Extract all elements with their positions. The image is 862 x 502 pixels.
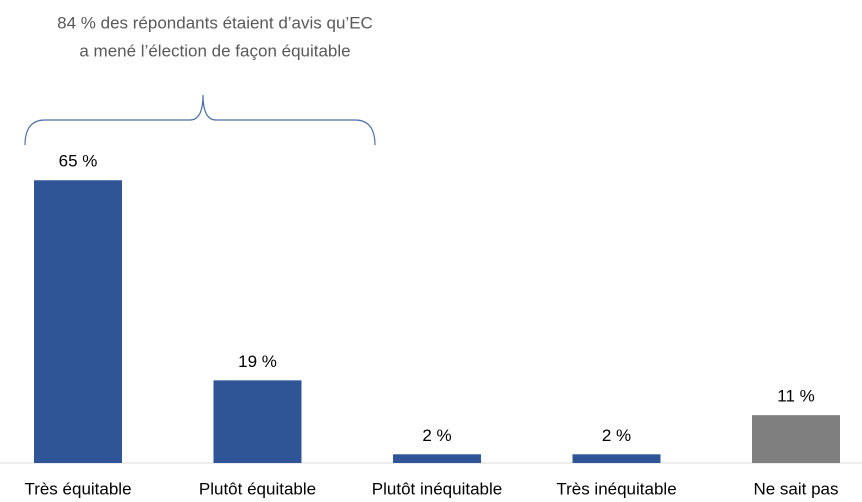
annotation: a mené l’élection de façon équitable [79,41,350,60]
x-tick-label: Plutôt équitable [199,479,316,498]
bracket [24,94,376,146]
annotation: 84 % des répondants étaient d’avis qu’EC [57,13,373,32]
x-tick-label: Très inéquitable [556,479,676,498]
value-label: 65 % [59,152,98,171]
bar [572,454,661,463]
bar [213,380,302,463]
bar [34,180,122,463]
value-label: 19 % [238,352,277,371]
value-label: 2 % [602,426,631,445]
bar [752,415,840,463]
x-tick-label: Très équitable [24,479,131,498]
x-tick-label: Plutôt inéquitable [372,479,502,498]
x-tick-label: Ne sait pas [753,479,838,498]
bar [393,454,481,463]
value-label: 11 % [777,387,815,406]
value-label: 2 % [422,426,451,445]
